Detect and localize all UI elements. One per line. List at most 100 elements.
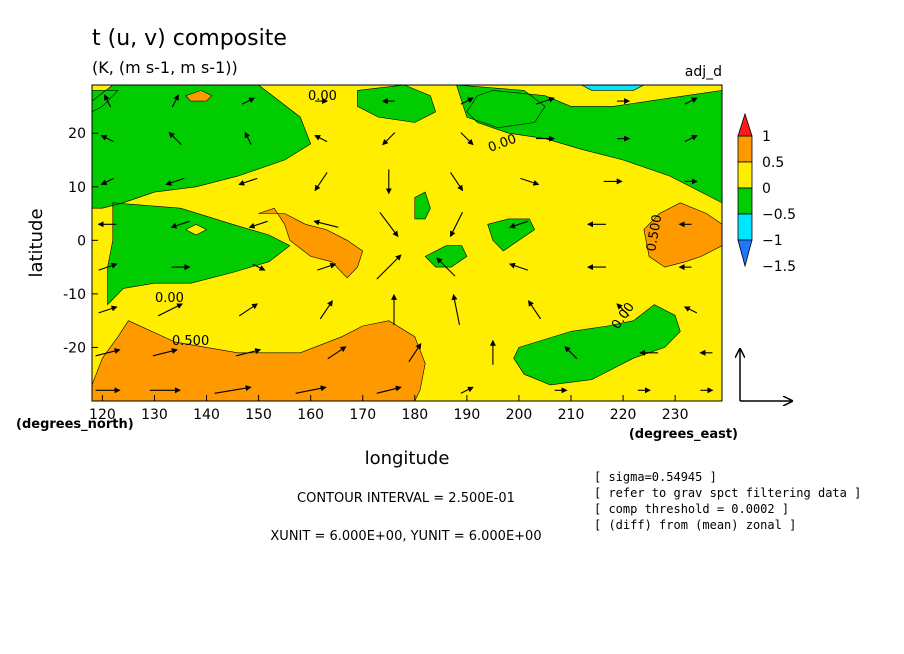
wind-vector xyxy=(314,172,328,192)
y-tick-label: -10 xyxy=(63,287,86,303)
filled-regions xyxy=(92,85,722,401)
wind-vector xyxy=(241,97,256,105)
wind-vector xyxy=(238,303,259,317)
colorbar-swatch xyxy=(737,187,753,215)
contour-line xyxy=(185,90,213,102)
contour-line xyxy=(643,202,722,268)
filled-region xyxy=(466,90,722,203)
wind-vector xyxy=(100,177,114,185)
colorbar-label: 0 xyxy=(762,181,771,197)
colorbar-label: −1.5 xyxy=(762,259,796,275)
plot-area xyxy=(92,85,722,401)
contour-line xyxy=(487,218,535,252)
contour-label: 0.500 xyxy=(644,213,665,252)
contour-line xyxy=(92,320,426,401)
wind-vector xyxy=(684,135,698,143)
filled-region xyxy=(92,85,311,209)
contour-interval: CONTOUR INTERVAL = 2.500E-01 xyxy=(297,491,515,506)
colorbar-swatch xyxy=(737,161,753,189)
y-axis-units: (degrees_north) xyxy=(16,417,134,432)
filled-region xyxy=(513,304,681,385)
x-tick-label: 210 xyxy=(558,407,585,423)
wind-vector xyxy=(252,263,266,271)
wind-vector xyxy=(236,348,262,357)
contour-line xyxy=(581,85,645,91)
x-tick-label: 120 xyxy=(89,407,116,423)
filled-region xyxy=(107,202,290,305)
contour-line xyxy=(258,207,364,279)
filled-region xyxy=(414,192,431,219)
wind-vector xyxy=(379,211,399,238)
x-tick-label: 150 xyxy=(245,407,272,423)
filled-region xyxy=(643,202,722,268)
wind-vector xyxy=(313,219,339,228)
contour-line xyxy=(92,90,119,113)
filled-region xyxy=(92,320,426,401)
filled-region xyxy=(487,218,535,251)
wind-vector xyxy=(528,300,542,320)
colorbar-swatch xyxy=(737,213,753,241)
x-tick-label: 180 xyxy=(401,407,428,423)
wind-vector xyxy=(327,346,347,360)
colorbar-swatch xyxy=(737,135,753,163)
wind-vector xyxy=(100,135,114,143)
wind-vector xyxy=(95,348,121,357)
wind-vector xyxy=(535,96,555,105)
note-diff: [ (diff) from (mean) zonal ] xyxy=(594,518,796,532)
colorbar: 1 0.5 0 −0.5 −1 −1.5 xyxy=(737,112,796,275)
y-tick-label: 10 xyxy=(68,180,86,196)
wind-vector xyxy=(168,131,182,145)
contour-line xyxy=(357,85,436,123)
reference-vector xyxy=(740,349,792,401)
x-tick-label: 170 xyxy=(349,407,376,423)
contour-line xyxy=(107,202,291,306)
chart-title: t (u, v) composite xyxy=(92,26,287,51)
contour-label: 0.00 xyxy=(308,89,337,104)
x-tick-label: 190 xyxy=(454,407,481,423)
wind-vector xyxy=(214,385,252,394)
colorbar-label: −1 xyxy=(762,233,783,249)
wind-vector xyxy=(376,385,402,394)
x-axis-units: (degrees_east) xyxy=(629,427,738,442)
wind-vectors xyxy=(95,94,714,394)
note-sigma: [ sigma=0.54945 ] xyxy=(594,470,717,484)
contour-line xyxy=(414,191,431,220)
contour-line xyxy=(456,85,546,129)
colorbar-cap-top xyxy=(737,112,753,137)
filled-region xyxy=(581,85,644,91)
contour-line xyxy=(185,223,208,236)
wind-vector xyxy=(319,300,333,320)
y-tick-label: -20 xyxy=(63,340,86,356)
x-tick-label: 130 xyxy=(141,407,168,423)
wind-vector xyxy=(295,385,327,394)
note-threshold: [ comp threshold = 0.0002 ] xyxy=(594,502,789,516)
wind-vector xyxy=(460,97,474,105)
colorbar-label: −0.5 xyxy=(762,207,796,223)
contour-label: 0.00 xyxy=(155,291,184,306)
wind-vector xyxy=(171,94,179,108)
wind-vector xyxy=(564,346,578,360)
wind-vector xyxy=(104,94,112,108)
x-tick-label: 230 xyxy=(662,407,689,423)
wind-vector xyxy=(683,306,698,314)
colorbar-cap-bottom xyxy=(737,239,753,268)
wind-vector xyxy=(152,348,178,357)
wind-vector xyxy=(238,177,258,186)
note-filtering: [ refer to grav spct filtering data ] xyxy=(594,486,861,500)
x-tick-label: 160 xyxy=(297,407,324,423)
x-tick-label: 220 xyxy=(610,407,637,423)
wind-vector xyxy=(170,220,190,229)
x-axis-label: longitude xyxy=(365,448,450,469)
wind-vector xyxy=(450,172,464,192)
wind-vector xyxy=(616,303,630,317)
wind-vector xyxy=(314,135,328,143)
wind-vector xyxy=(98,262,118,271)
wind-vector xyxy=(317,262,337,271)
colorbar-label: 1 xyxy=(762,129,771,145)
wind-vector xyxy=(165,177,185,186)
wind-vector xyxy=(508,220,529,229)
y-tick-label: 0 xyxy=(77,233,86,249)
wind-vector xyxy=(684,97,698,105)
x-axis-ticks: 120 130 140 150 160 170 180 190 200 210 220 230 xyxy=(89,395,689,423)
